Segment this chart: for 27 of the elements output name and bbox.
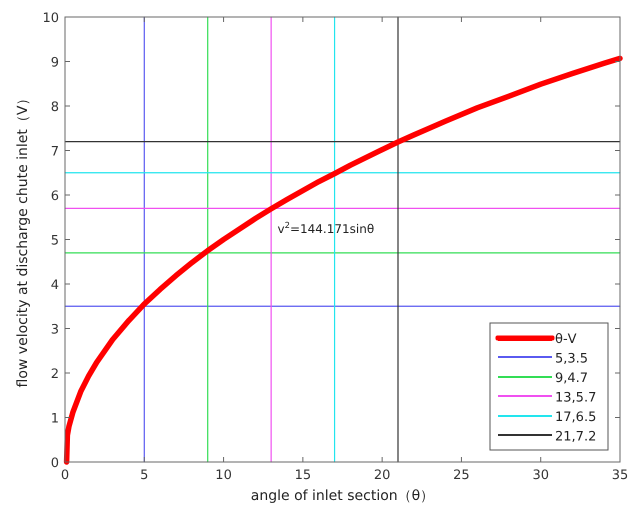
legend-label: 13,5.7 [555, 390, 596, 406]
x-tick-label: 10 [215, 468, 232, 483]
legend-label: 9,4.7 [555, 370, 588, 386]
legend-label: 5,3.5 [555, 351, 588, 366]
y-tick-label: 5 [50, 234, 59, 248]
legend-label: 21,7.2 [555, 429, 596, 444]
legend-label: 17,6.5 [555, 410, 596, 425]
y-tick-label: 9 [50, 56, 59, 70]
x-tick-label: 20 [374, 468, 390, 483]
x-tick-label: 0 [60, 468, 70, 483]
x-axis-title: angle of inlet section（θ） [250, 488, 434, 504]
x-tick-label: 5 [140, 468, 148, 483]
x-tick-label: 15 [294, 468, 312, 483]
x-tick-label: 25 [453, 468, 470, 483]
y-tick-label: 10 [42, 11, 59, 26]
y-tick-label: 8 [50, 100, 59, 115]
y-tick-label: 7 [50, 144, 59, 160]
y-tick-label: 6 [50, 189, 59, 204]
x-tick-label: 35 [612, 468, 628, 483]
x-tick-label: 30 [532, 468, 549, 483]
y-tick-label: 1 [50, 412, 59, 426]
y-tick-label: 4 [50, 278, 59, 293]
y-axis-title: flow velocity at discharge chute inlet（V） [15, 92, 31, 388]
y-tick-label: 0 [50, 456, 59, 471]
legend-label: θ-V [555, 332, 577, 347]
y-tick-label: 3 [50, 322, 59, 338]
y-tick-label: 2 [50, 367, 59, 382]
